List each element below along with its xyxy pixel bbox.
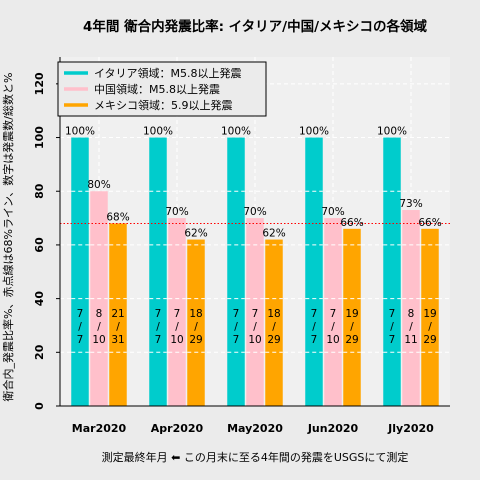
bar: [402, 210, 420, 406]
count-denominator: 10: [92, 334, 105, 346]
legend-box: [57, 61, 267, 117]
count-slash: /: [272, 321, 276, 333]
count-denominator: 29: [267, 334, 280, 346]
data-label: 66%: [418, 217, 441, 229]
y-tick-label: 80: [33, 183, 46, 199]
data-label: 70%: [243, 206, 266, 218]
legend: イタリア領域：M5.8以上発震中国領域：M5.8以上発震メキシコ領域：5.9以上…: [57, 61, 267, 117]
count-numerator: 7: [330, 308, 337, 320]
data-label: 80%: [87, 179, 110, 191]
count-slash: /: [409, 321, 413, 333]
data-label: 70%: [321, 206, 344, 218]
bar: [265, 239, 283, 406]
data-label: 100%: [299, 126, 329, 138]
count-denominator: 29: [423, 334, 436, 346]
y-tick-label: 0: [33, 402, 46, 410]
count-denominator: 11: [404, 334, 417, 346]
count-slash: /: [175, 321, 179, 333]
bar: [109, 223, 127, 406]
count-numerator: 7: [252, 308, 259, 320]
bar: [149, 137, 167, 407]
count-denominator: 29: [345, 334, 358, 346]
count-slash: /: [428, 321, 432, 333]
labels-layer: 100%7/7100%7/7100%7/7100%7/7100%7/780%8/…: [65, 126, 442, 346]
bars-layer: [71, 137, 439, 407]
count-numerator: 18: [189, 308, 202, 320]
count-denominator: 7: [77, 334, 84, 346]
x-tick-label: Jun2020: [307, 422, 359, 435]
count-slash: /: [234, 321, 238, 333]
count-numerator: 7: [233, 308, 240, 320]
y-tick-label: 120: [33, 72, 46, 95]
y-tick-label: 40: [33, 291, 46, 307]
count-slash: /: [312, 321, 316, 333]
count-denominator: 7: [311, 334, 318, 346]
count-numerator: 7: [389, 308, 396, 320]
chart-title: 4年間 衛合内発震比率: イタリア/中国/メキシコの各領域: [83, 18, 428, 35]
bar: [383, 137, 401, 407]
x-tick-label: Apr2020: [151, 422, 204, 435]
y-tick-label: 60: [33, 237, 46, 253]
count-slash: /: [331, 321, 335, 333]
axis-layer: 0 20 40 60 80 100 120 Mar2020 Apr2020 May2020 Jun2…: [33, 57, 450, 435]
legend-label: メキシコ領域：5.9以上発震: [94, 98, 233, 112]
data-label: 100%: [65, 126, 95, 138]
count-denominator: 7: [233, 334, 240, 346]
data-label: 66%: [340, 217, 363, 229]
bar: [71, 137, 89, 407]
data-label: 70%: [165, 206, 188, 218]
data-label: 62%: [184, 228, 207, 240]
bar: [246, 218, 264, 406]
count-slash: /: [78, 321, 82, 333]
y-tick-label: 100: [33, 126, 46, 149]
legend-label: 中国領域：M5.8以上発震: [94, 82, 220, 96]
count-slash: /: [194, 321, 198, 333]
x-tick-label: Jly2020: [387, 422, 434, 435]
y-tick-label: 20: [33, 344, 46, 360]
y-axis-title: 衛合内_発震比率%、赤点線は68%ライン、数字は発震数/総数と%: [1, 73, 15, 402]
count-denominator: 29: [189, 334, 202, 346]
count-slash: /: [116, 321, 120, 333]
x-axis-title: 測定最終年月 ⬅ この月末に至る4年間の発震をUSGSにて測定: [102, 450, 409, 464]
bar: [421, 228, 439, 406]
bar: [168, 218, 186, 406]
count-slash: /: [350, 321, 354, 333]
legend-label: イタリア領域：M5.8以上発震: [94, 66, 242, 80]
data-label: 100%: [221, 126, 251, 138]
count-denominator: 10: [248, 334, 261, 346]
count-denominator: 10: [170, 334, 183, 346]
data-label: 73%: [399, 198, 422, 210]
count-denominator: 7: [389, 334, 396, 346]
count-numerator: 19: [345, 308, 358, 320]
count-denominator: 7: [155, 334, 162, 346]
x-tick-label: May2020: [227, 422, 283, 435]
count-numerator: 7: [155, 308, 162, 320]
data-label: 68%: [106, 211, 129, 223]
count-numerator: 18: [267, 308, 280, 320]
count-numerator: 21: [111, 308, 124, 320]
count-numerator: 8: [408, 308, 415, 320]
count-numerator: 19: [423, 308, 436, 320]
data-label: 100%: [143, 126, 173, 138]
count-numerator: 8: [96, 308, 103, 320]
count-denominator: 10: [326, 334, 339, 346]
x-tick-label: Mar2020: [72, 422, 127, 435]
bar: [343, 228, 361, 406]
count-slash: /: [253, 321, 257, 333]
count-slash: /: [390, 321, 394, 333]
count-numerator: 7: [77, 308, 84, 320]
bar: [324, 218, 342, 406]
bar: [305, 137, 323, 407]
bar: [227, 137, 245, 407]
data-label: 62%: [262, 228, 285, 240]
count-denominator: 31: [111, 334, 124, 346]
count-slash: /: [156, 321, 160, 333]
count-numerator: 7: [174, 308, 181, 320]
count-numerator: 7: [311, 308, 318, 320]
bar: [187, 239, 205, 406]
data-label: 100%: [377, 126, 407, 138]
count-slash: /: [97, 321, 101, 333]
